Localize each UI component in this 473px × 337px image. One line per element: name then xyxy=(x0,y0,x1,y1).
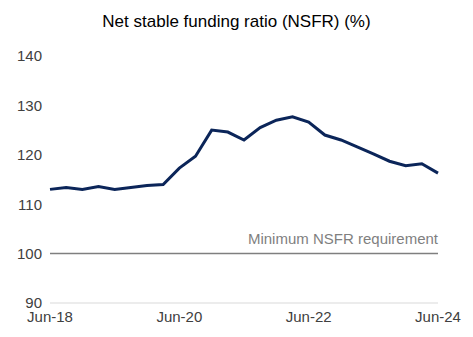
svg-text:Minimum NSFR requirement: Minimum NSFR requirement xyxy=(248,230,439,247)
svg-text:90: 90 xyxy=(25,294,42,311)
svg-text:130: 130 xyxy=(17,97,42,114)
svg-text:Jun-20: Jun-20 xyxy=(156,308,202,325)
svg-text:110: 110 xyxy=(18,196,42,213)
svg-text:Jun-18: Jun-18 xyxy=(27,307,73,325)
svg-text:140: 140 xyxy=(17,47,42,64)
svg-text:120: 120 xyxy=(17,146,42,163)
svg-text:Jun-24: Jun-24 xyxy=(415,308,461,325)
svg-text:100: 100 xyxy=(17,245,42,262)
html-text:Net stable funding ratio (NSFR: Net stable funding ratio (NSFR) (%) xyxy=(102,12,371,31)
svg-text:Jun-22: Jun-22 xyxy=(286,308,332,325)
